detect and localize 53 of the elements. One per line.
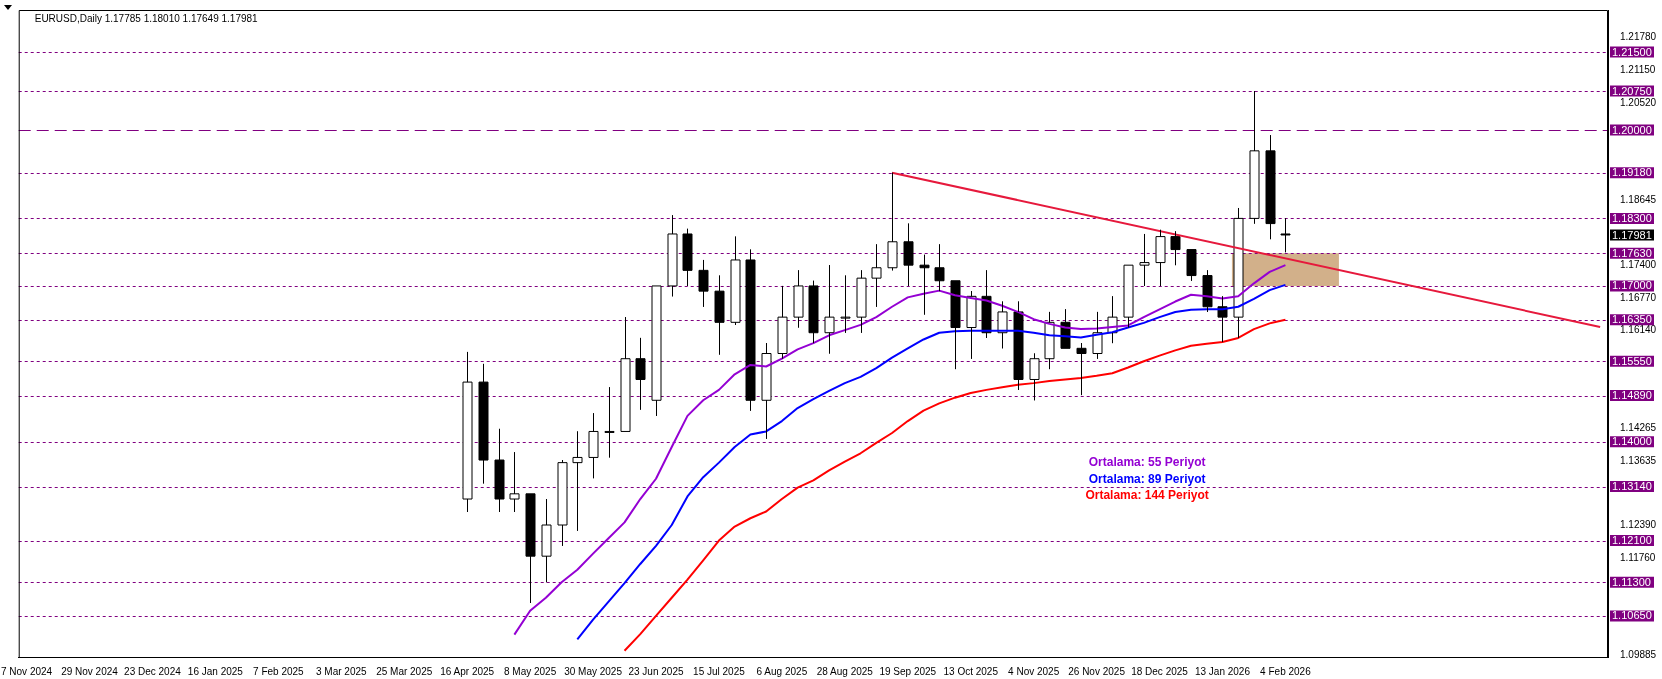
ref-line-label: 1.16350 [1612, 313, 1652, 326]
x-tick-label: 13 Jan 2026 [1194, 665, 1251, 677]
ref-line-label: 1.19180 [1612, 166, 1652, 179]
x-tick-label: 7 Feb 2025 [253, 665, 305, 677]
y-tick-label: 1.17400 [1620, 258, 1657, 270]
ref-line-label: 1.21500 [1612, 45, 1652, 58]
y-tick-label: 1.16140 [1620, 324, 1657, 336]
ref-line-label: 1.20000 [1612, 123, 1652, 136]
x-tick-label: 23 Dec 2024 [124, 665, 182, 677]
y-tick-label: 1.21150 [1620, 64, 1656, 76]
x-tick-label: 3 Mar 2025 [315, 665, 368, 677]
ref-line-label: 1.11300 [1612, 575, 1651, 588]
x-tick-label: 18 Dec 2025 [1131, 665, 1189, 677]
y-tick-label: 1.14265 [1620, 421, 1657, 433]
ref-line-label: 1.20750 [1612, 84, 1652, 97]
ref-line-label: 1.14000 [1612, 435, 1652, 448]
chart-title: EURUSD,Daily 1.17785 1.18010 1.17649 1.17981 [34, 12, 259, 24]
x-tick-label: 6 Aug 2025 [756, 665, 808, 677]
ref-line-label: 1.12100 [1612, 534, 1652, 547]
y-tick-label: 1.20520 [1620, 96, 1657, 108]
y-tick-label: 1.11760 [1620, 552, 1656, 564]
text: 1.17981 [1612, 228, 1652, 241]
ref-line-label: 1.17000 [1612, 279, 1652, 292]
x-tick-label: 4 Feb 2026 [1260, 665, 1312, 677]
ref-line-label: 1.18300 [1612, 211, 1652, 224]
x-tick-label: 25 Mar 2025 [376, 665, 433, 677]
y-tick-label: 1.09885 [1620, 649, 1657, 661]
x-tick-label: 26 Nov 2025 [1068, 665, 1126, 677]
x-tick-label: 16 Apr 2025 [440, 665, 495, 677]
x-tick-label: 28 Aug 2025 [816, 665, 874, 677]
ref-line-label: 1.17630 [1612, 246, 1652, 259]
x-tick-label: 15 Jul 2025 [693, 665, 746, 677]
text: Ortalama: 55 Periyot [1088, 455, 1206, 470]
ref-line-label: 1.13140 [1612, 480, 1652, 493]
ref-line-label: 1.10650 [1612, 609, 1652, 622]
ref-line-label: 1.15550 [1612, 354, 1652, 367]
y-tick-label: 1.16770 [1620, 291, 1657, 303]
x-tick-label: 4 Nov 2025 [1008, 665, 1060, 677]
x-tick-label: 30 May 2025 [564, 665, 623, 677]
y-tick-label: 1.13635 [1620, 454, 1657, 466]
ref-line-label: 1.14890 [1612, 389, 1652, 402]
x-tick-label: 16 Jan 2025 [187, 665, 244, 677]
y-tick-label: 1.21780 [1620, 31, 1657, 43]
x-tick-label: 19 Sep 2025 [879, 665, 937, 677]
x-tick-label: 8 May 2025 [503, 665, 557, 677]
x-tick-label: 23 Jun 2025 [628, 665, 684, 677]
x-tick-label: 13 Oct 2025 [943, 665, 999, 677]
text: Ortalama: 89 Periyot [1088, 471, 1206, 486]
x-tick-label: 29 Nov 2024 [61, 665, 119, 677]
y-tick-label: 1.18645 [1620, 194, 1657, 206]
x-tick-label: 7 Nov 2024 [1, 665, 53, 677]
y-tick-label: 1.12390 [1620, 519, 1657, 531]
text: Ortalama: 144 Periyot [1085, 488, 1209, 503]
